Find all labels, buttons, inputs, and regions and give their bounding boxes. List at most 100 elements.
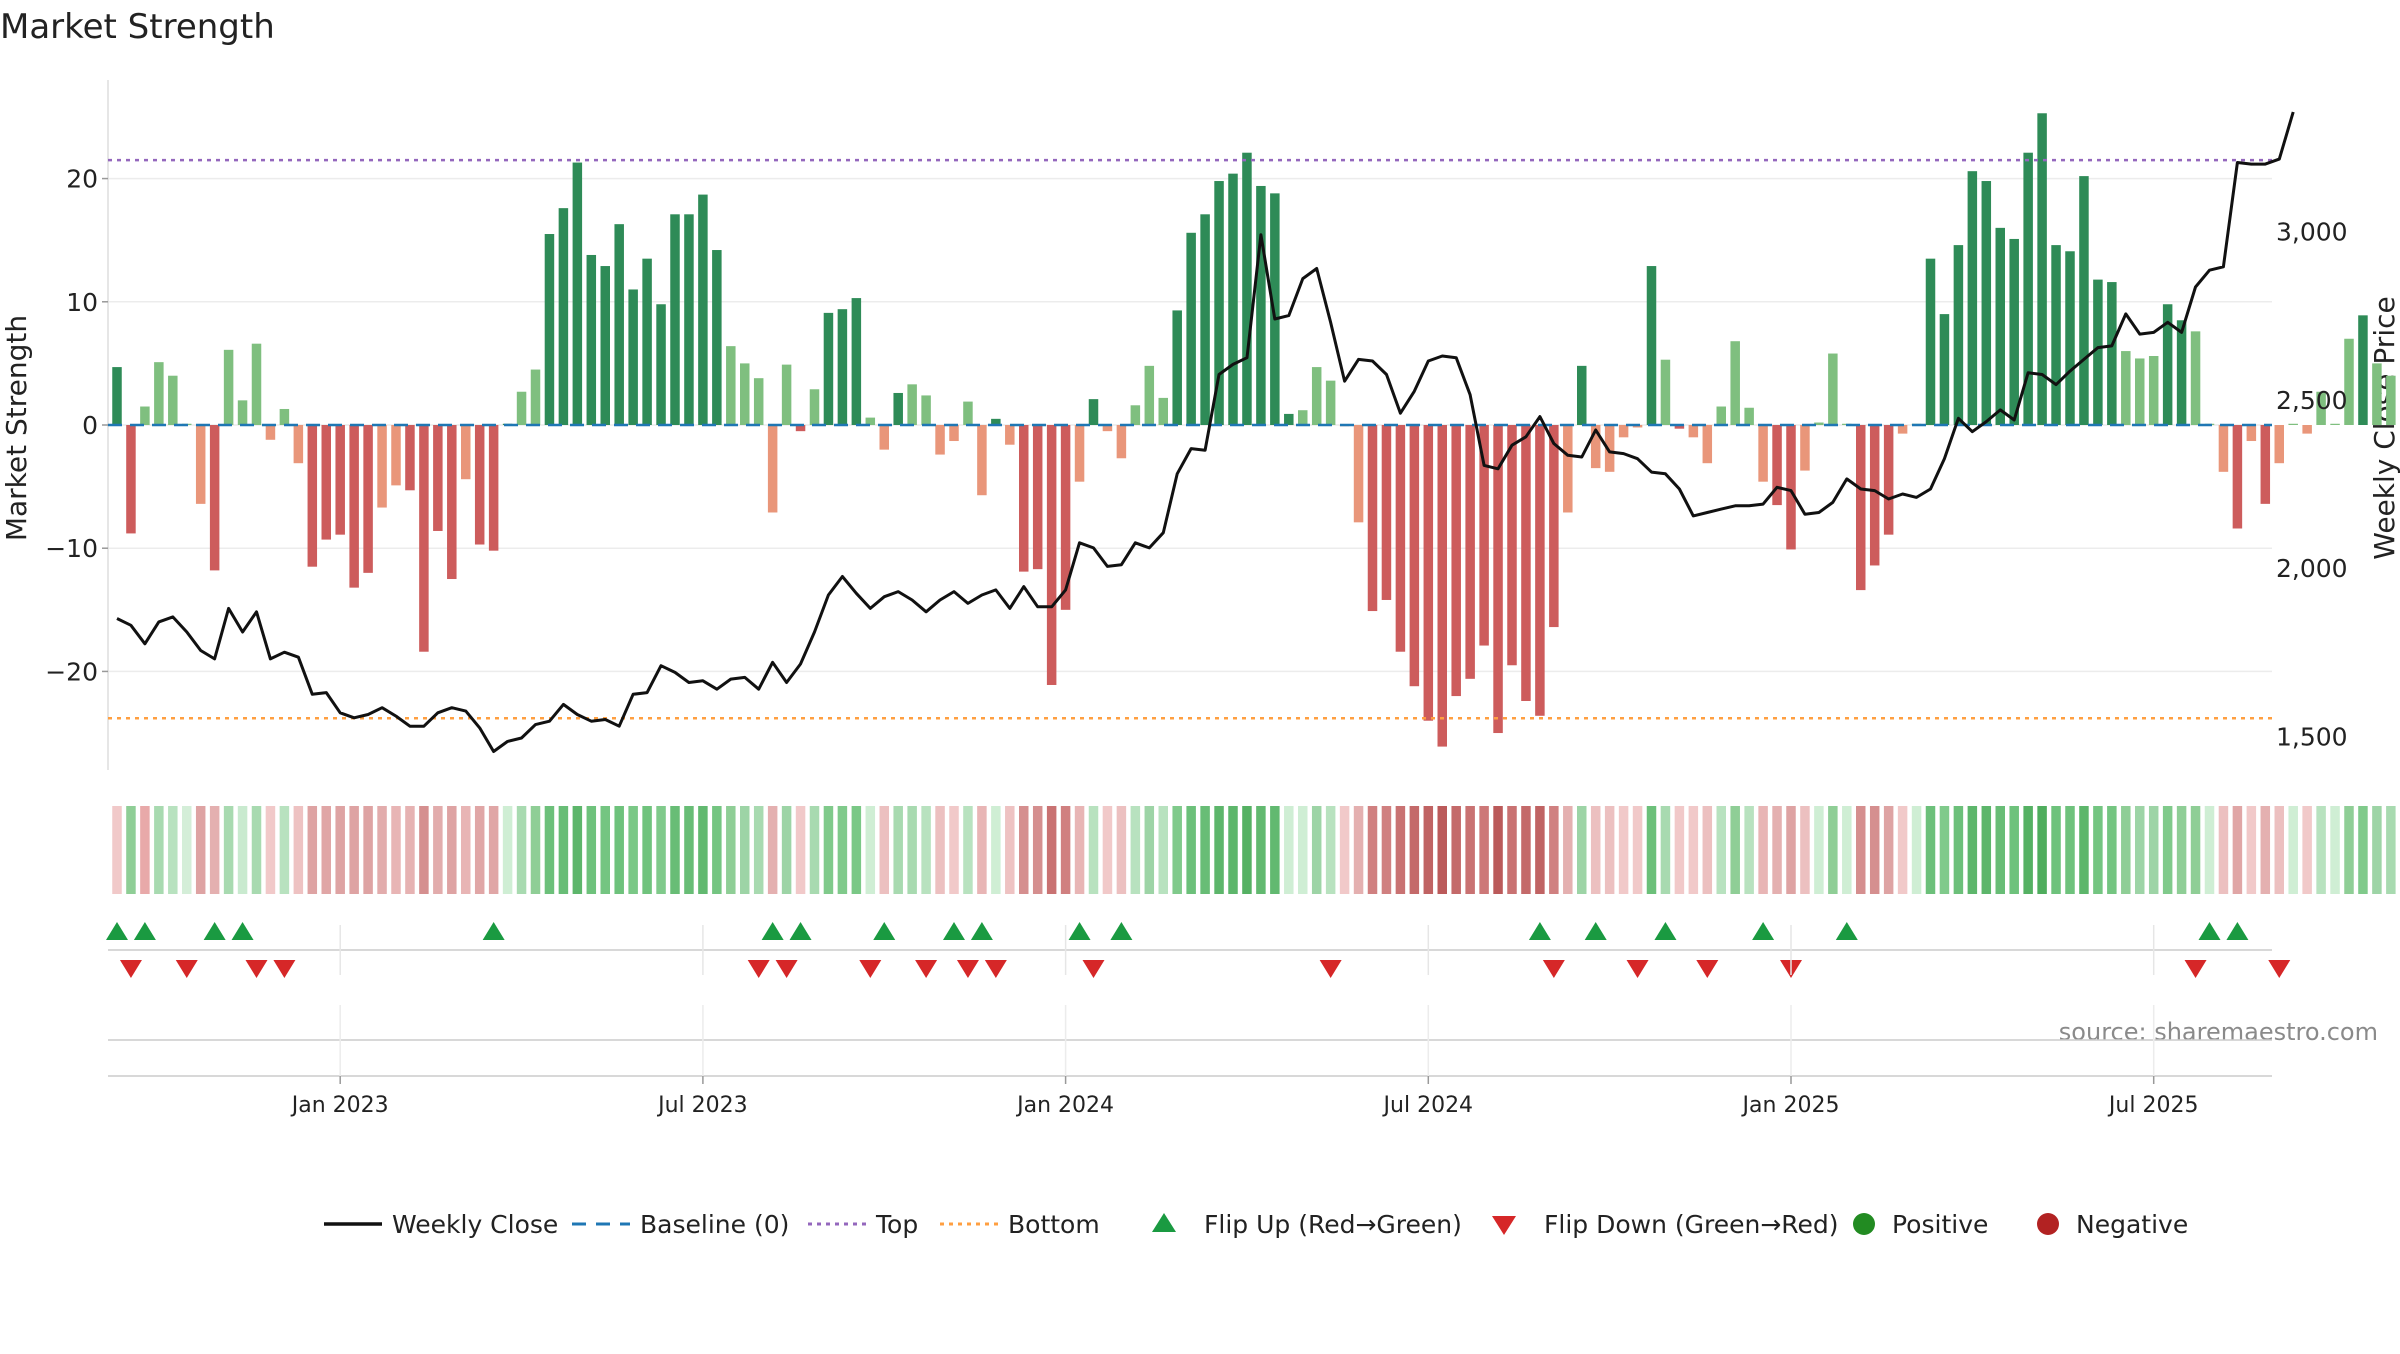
band-cell — [1828, 806, 1838, 894]
band-cell — [2037, 806, 2047, 894]
band-cell — [1270, 806, 1280, 894]
strength-bar — [349, 425, 359, 588]
band-cell — [1981, 806, 1992, 894]
band-cell — [1284, 806, 1294, 894]
strength-bar — [1590, 425, 1601, 469]
flip-up-marker — [1752, 922, 1775, 940]
strength-bar — [2358, 315, 2368, 425]
band-cell — [1856, 806, 1866, 894]
strength-bar — [1325, 380, 1336, 425]
band-cell — [419, 806, 429, 894]
strength-bar — [1116, 425, 1127, 459]
flip-up-marker — [1068, 922, 1091, 940]
strength-bar — [1883, 425, 1894, 535]
band-cell — [1646, 806, 1657, 894]
strength-bar — [1869, 425, 1880, 566]
strength-band — [112, 806, 2396, 894]
strength-bar — [2079, 176, 2089, 425]
band-cell — [879, 806, 889, 894]
flip-up-marker — [231, 922, 254, 940]
flip-down-marker — [245, 960, 268, 978]
band-cell — [1688, 806, 1699, 894]
strength-bar — [809, 389, 820, 425]
flip-down-marker — [119, 960, 142, 978]
band-cell — [1730, 806, 1740, 894]
band-cell — [126, 806, 136, 894]
strength-bar — [293, 425, 304, 464]
band-cell — [1953, 806, 1964, 894]
strength-bar — [753, 378, 764, 425]
band-cell — [433, 806, 443, 894]
strength-bar — [140, 406, 150, 425]
strength-bar — [251, 343, 262, 425]
band-cell — [321, 806, 331, 894]
band-cell — [1814, 806, 1824, 894]
strength-bar — [279, 408, 290, 425]
strength-bar — [530, 369, 541, 425]
band-cell — [698, 806, 708, 894]
strength-bar — [2330, 423, 2340, 425]
band-cell — [1967, 806, 1978, 894]
legend: Weekly Close Baseline (0) Top Bottom Flip Up… — [324, 1210, 2188, 1239]
flip-up-marker — [970, 922, 993, 940]
strength-bar — [1298, 410, 1308, 425]
reference-lines — [108, 158, 2272, 720]
band-cell — [2162, 806, 2173, 894]
strength-bar — [1032, 425, 1043, 570]
strength-bar — [1158, 397, 1168, 425]
legend-label-weekly-close: Weekly Close — [392, 1210, 558, 1239]
strength-bar — [2372, 363, 2382, 425]
band-cell — [516, 806, 527, 894]
band-cell — [2274, 806, 2284, 894]
band-cell — [740, 806, 750, 894]
strength-bar — [474, 425, 485, 545]
strength-bar — [2023, 152, 2033, 426]
strength-bar — [1060, 425, 1071, 610]
flip-up-marker — [873, 922, 896, 940]
strength-bar — [154, 362, 164, 425]
strength-bar — [2274, 425, 2284, 464]
flip-up-marker — [2198, 922, 2221, 940]
flip-up-marker — [1528, 922, 1551, 940]
band-cell — [1019, 806, 1029, 894]
band-cell — [1116, 806, 1127, 894]
strength-bar — [823, 312, 834, 425]
strength-bar — [1674, 425, 1685, 429]
band-cell — [488, 806, 499, 894]
band-cell — [1758, 806, 1768, 894]
flip-up-marker — [1835, 922, 1858, 940]
flip-up-marker — [761, 922, 784, 940]
strength-bar — [1395, 425, 1406, 652]
strength-bar — [600, 266, 610, 425]
band-cell — [237, 806, 248, 894]
strength-bar — [572, 162, 583, 425]
strength-bar — [1479, 425, 1489, 646]
band-cell — [140, 806, 150, 894]
strength-bar — [893, 392, 903, 425]
band-cell — [2204, 806, 2215, 894]
strength-bar — [1549, 425, 1559, 628]
band-cell — [1563, 806, 1573, 894]
band-cell — [586, 806, 597, 894]
band-cell — [1995, 806, 2005, 894]
band-cell — [1549, 806, 1559, 894]
band-cell — [2176, 806, 2187, 894]
strength-bar — [1046, 425, 1057, 685]
band-cell — [1311, 806, 1322, 894]
band-cell — [209, 806, 220, 894]
band-cell — [1939, 806, 1950, 894]
strength-bar — [1256, 185, 1266, 425]
band-cell — [1367, 806, 1378, 894]
band-cell — [2107, 806, 2117, 894]
strength-bar — [628, 289, 638, 425]
band-cell — [2121, 806, 2131, 894]
band-cell — [405, 806, 415, 894]
band-cell — [1604, 806, 1615, 894]
strength-bar — [614, 224, 624, 425]
y2-axis-label: Weekly Close Price — [2368, 296, 2400, 559]
band-cell — [1186, 806, 1196, 894]
band-cell — [1298, 806, 1308, 894]
strength-bar — [586, 254, 597, 425]
strength-bar — [2246, 425, 2257, 442]
strength-bar — [1242, 152, 1252, 426]
